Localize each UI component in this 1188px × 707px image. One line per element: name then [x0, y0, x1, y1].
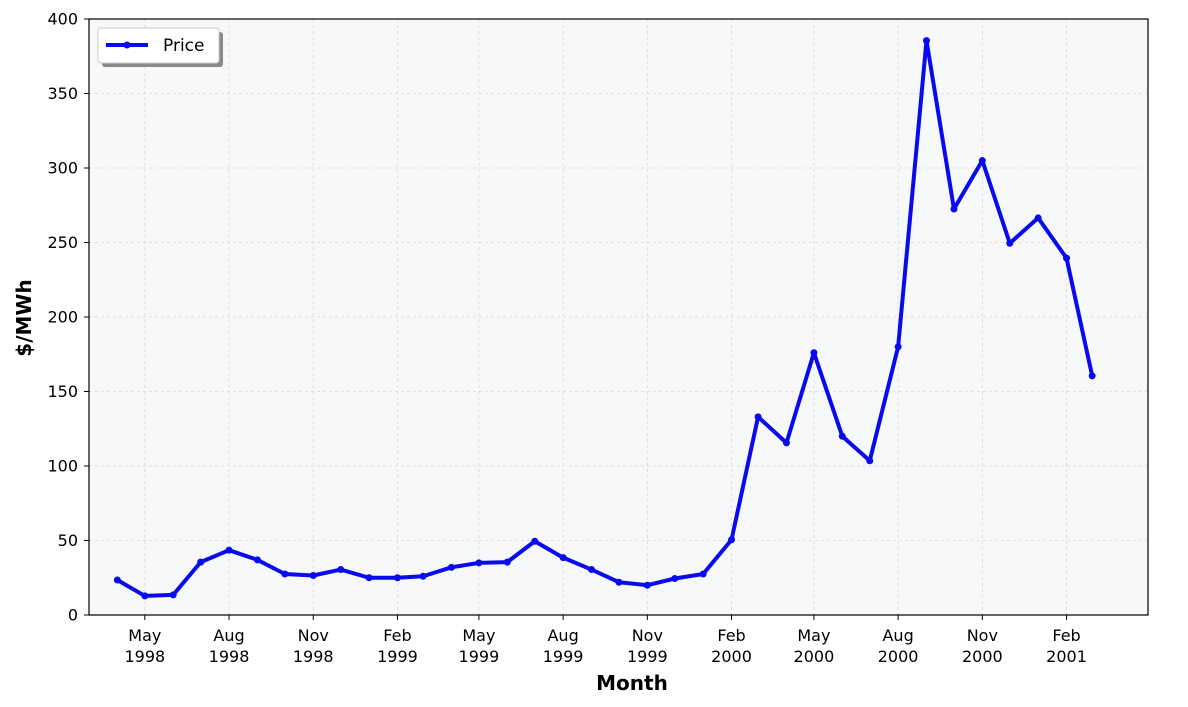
- data-point: [838, 432, 846, 440]
- data-point: [393, 574, 401, 582]
- x-tick-label-year: 1999: [627, 647, 668, 666]
- data-point: [754, 413, 762, 421]
- data-point: [1006, 239, 1014, 247]
- data-point: [782, 439, 790, 447]
- data-point: [503, 558, 511, 566]
- x-tick-label-month: Nov: [632, 626, 663, 645]
- data-point: [587, 566, 595, 574]
- x-tick-label-month: Feb: [1052, 626, 1080, 645]
- data-point: [253, 556, 261, 564]
- data-point: [281, 570, 289, 578]
- x-tick-label-year: 1999: [543, 647, 584, 666]
- x-tick-label-month: Aug: [213, 626, 244, 645]
- x-tick-label-year: 1998: [209, 647, 250, 666]
- x-tick-label-month: Aug: [882, 626, 913, 645]
- y-tick-label: 50: [58, 531, 78, 550]
- data-point: [309, 572, 317, 580]
- y-tick-label: 250: [47, 233, 78, 252]
- y-axis: 0 50 100 150 200 250 300 350 400: [47, 10, 89, 625]
- x-tick-label-month: Nov: [967, 626, 998, 645]
- data-point: [419, 572, 427, 580]
- x-tick-label-month: Nov: [298, 626, 329, 645]
- data-point: [643, 581, 651, 589]
- y-axis-title: $/MWh: [12, 279, 36, 356]
- data-point: [978, 157, 986, 165]
- data-point: [337, 566, 345, 574]
- x-tick-label-year: 2000: [878, 647, 919, 666]
- data-point: [728, 536, 736, 544]
- data-point: [671, 574, 679, 582]
- data-point: [1063, 254, 1071, 262]
- x-tick-label-year: 1999: [459, 647, 500, 666]
- data-point: [615, 578, 623, 586]
- data-point: [922, 37, 930, 45]
- data-point: [810, 349, 818, 357]
- y-tick-label: 400: [47, 10, 78, 29]
- legend: Price: [97, 27, 223, 67]
- legend-label-price: Price: [163, 36, 204, 56]
- y-tick-label: 350: [47, 84, 78, 103]
- x-tick-label-month: May: [797, 626, 830, 645]
- data-point: [1034, 214, 1042, 222]
- x-tick-label-year: 1999: [377, 647, 418, 666]
- y-tick-label: 150: [47, 382, 78, 401]
- data-point: [699, 570, 707, 578]
- data-point: [141, 592, 149, 600]
- x-tick-label-year: 2001: [1046, 647, 1087, 666]
- data-point: [475, 559, 483, 567]
- data-point: [1088, 372, 1096, 380]
- data-point: [197, 558, 205, 566]
- data-point: [531, 537, 539, 545]
- y-tick-label: 0: [68, 606, 78, 625]
- x-tick-label-month: Feb: [383, 626, 411, 645]
- x-tick-label-year: 2000: [962, 647, 1003, 666]
- x-tick-label-month: Aug: [547, 626, 578, 645]
- legend-box: [97, 27, 220, 64]
- data-point: [169, 591, 177, 599]
- x-tick-label-month: May: [462, 626, 495, 645]
- x-tick-label-year: 1998: [293, 647, 334, 666]
- y-tick-label: 100: [47, 457, 78, 476]
- data-point: [950, 205, 958, 213]
- data-point: [225, 546, 233, 554]
- y-tick-label: 300: [47, 159, 78, 178]
- legend-marker-swatch: [123, 41, 131, 49]
- series-layer: [113, 37, 1096, 600]
- data-point: [866, 457, 874, 465]
- x-axis-title: Month: [596, 671, 668, 695]
- data-point: [894, 343, 902, 351]
- x-tick-label-year: 2000: [711, 647, 752, 666]
- x-tick-label-year: 1998: [124, 647, 165, 666]
- x-tick-label-year: 2000: [794, 647, 835, 666]
- x-axis: May 1998 Aug 1998 Nov 1998 Feb 1999 May 1999 Aug 19…: [124, 615, 1087, 666]
- data-point: [447, 563, 455, 571]
- y-tick-label: 200: [47, 308, 78, 327]
- data-point: [559, 554, 567, 562]
- x-tick-label-month: May: [128, 626, 161, 645]
- data-point: [113, 576, 121, 584]
- series-line-price: [115, 38, 1095, 598]
- x-tick-label-month: Feb: [717, 626, 745, 645]
- data-point: [365, 574, 373, 582]
